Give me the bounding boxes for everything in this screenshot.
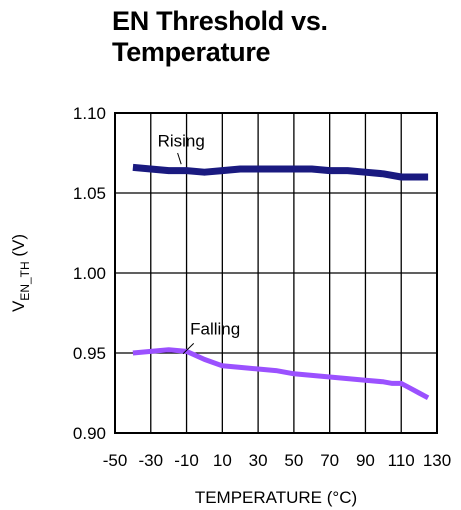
y-tick-label: 1.10 [73, 104, 106, 123]
series-label-falling: Falling [190, 320, 240, 339]
x-tick-label: 30 [249, 451, 268, 470]
y-tick-label: 0.95 [73, 344, 106, 363]
x-tick-label: -10 [174, 451, 199, 470]
chart-title-line-1: EN Threshold vs. [112, 6, 328, 36]
x-tick-label: 110 [388, 451, 415, 470]
y-axis-label-subscript: EN_TH [18, 261, 32, 300]
x-tick-label: 50 [284, 451, 303, 470]
series-line-falling [132, 347, 430, 401]
y-axis-label-main: V [9, 300, 28, 312]
x-tick-label: 130 [423, 451, 451, 470]
series-label-rising: Rising [158, 132, 205, 151]
y-tick-label: 1.05 [73, 184, 106, 203]
y-tick-label: 0.90 [73, 424, 106, 443]
chart-title-line-2: Temperature [112, 37, 271, 67]
y-axis-label-unit: (V) [9, 234, 28, 261]
chart-title: EN Threshold vs. Temperature [112, 6, 328, 68]
x-tick-label: -30 [138, 451, 163, 470]
plot-frame [114, 112, 438, 434]
x-tick-label: 10 [213, 451, 232, 470]
x-tick-label: 90 [356, 451, 375, 470]
x-tick-label: -50 [103, 451, 128, 470]
series-leader-falling [182, 343, 195, 355]
x-tick-label: 70 [320, 451, 339, 470]
y-axis-label: VEN_TH (V) [9, 234, 32, 312]
series-line-rising [132, 163, 429, 181]
y-tick-label: 1.00 [73, 264, 106, 283]
series-leader-rising [177, 152, 182, 165]
x-axis-label: TEMPERATURE (°C) [195, 488, 357, 507]
